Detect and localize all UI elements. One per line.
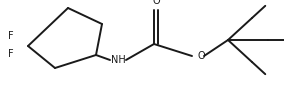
Text: NH: NH — [111, 55, 125, 65]
Text: O: O — [152, 0, 160, 6]
Text: F: F — [8, 49, 14, 59]
Text: F: F — [8, 31, 14, 41]
Text: O: O — [198, 51, 206, 61]
